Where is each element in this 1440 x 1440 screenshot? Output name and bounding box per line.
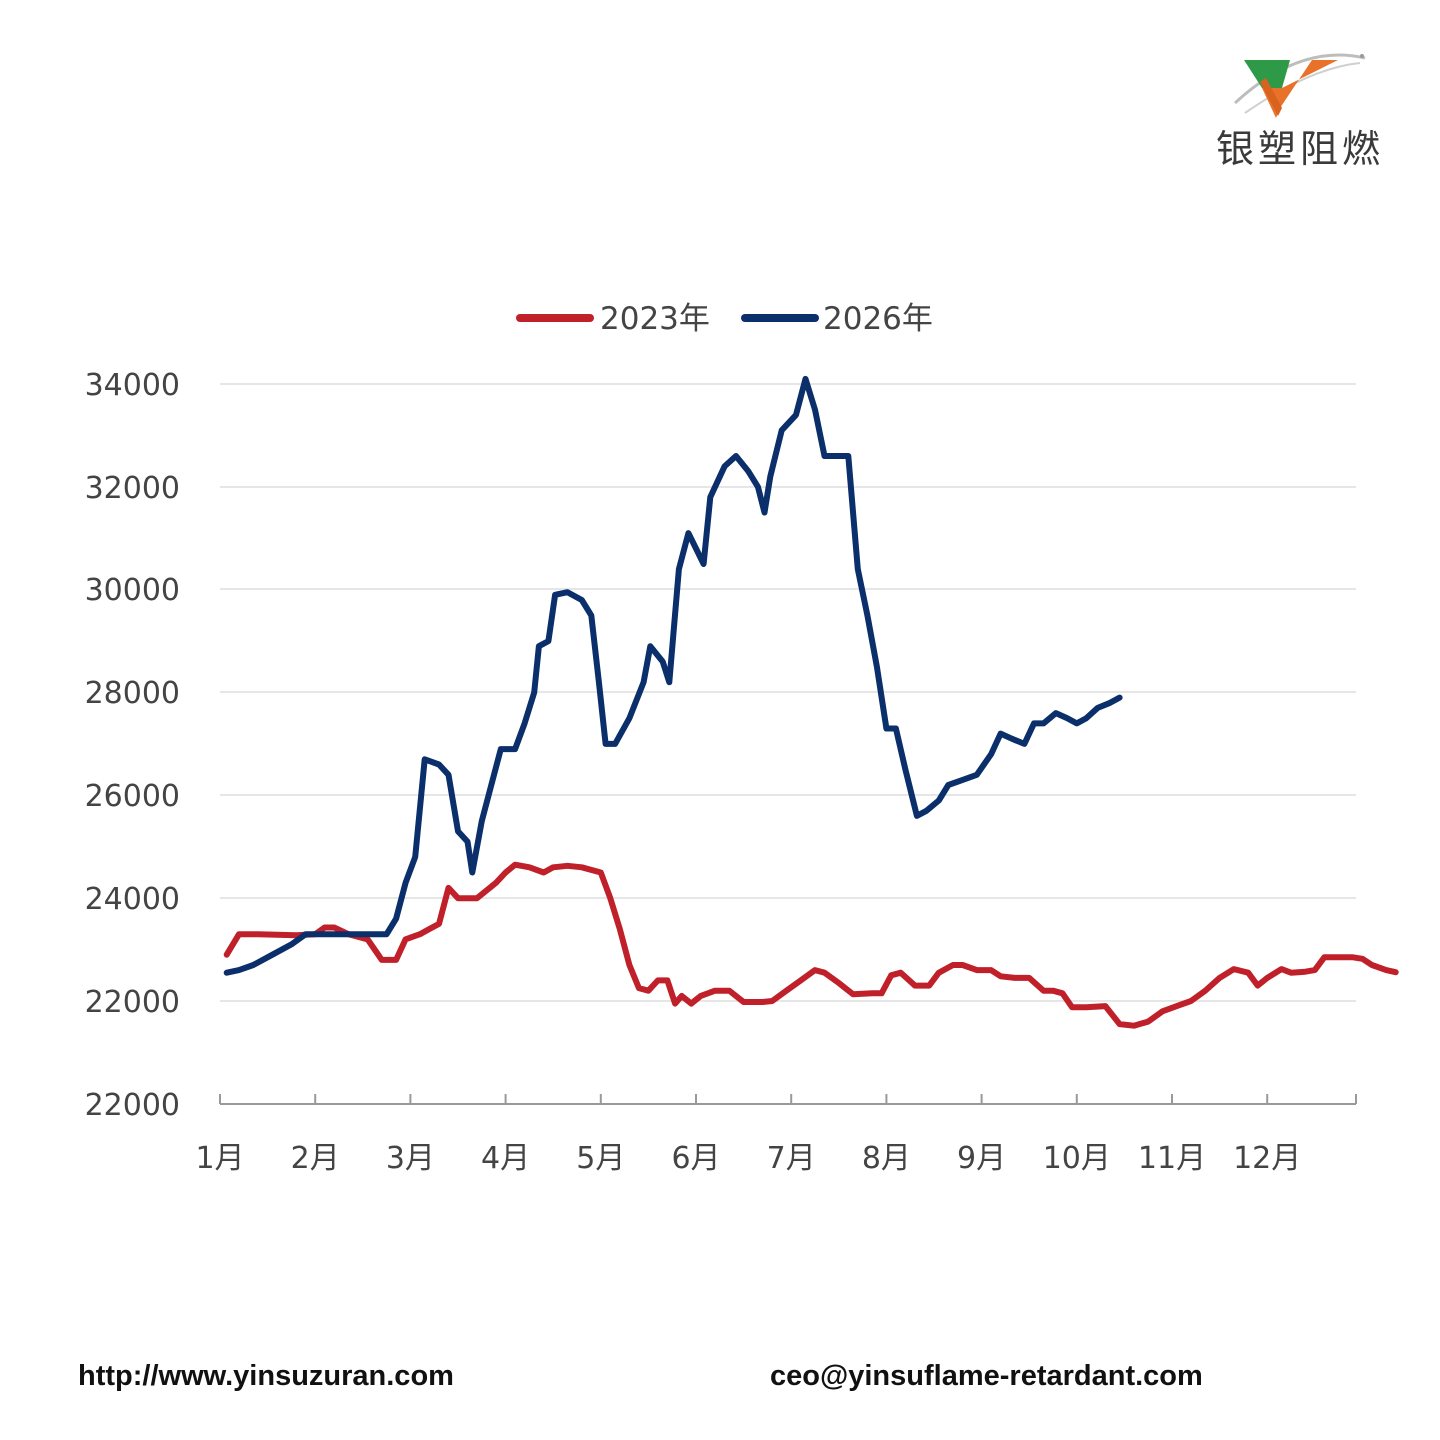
y-tick-label: 34000 [85,368,180,403]
series-line-1 [223,375,1123,976]
chart-lines [223,375,1399,1029]
x-axis: 1月 2月 3月 4月 5月 6月 7月 8月 9月 10月 11月 12月 [195,1094,1357,1176]
logo-mark-icon [1233,53,1366,118]
y-tick-label: 22000 [85,985,180,1020]
series-line-0 [223,861,1399,1029]
x-tick-label: 4月 [481,1141,530,1176]
y-tick-label: 32000 [85,471,180,506]
legend-label: 2023年 [600,301,710,337]
chart-legend: 2023年 2026年 [516,301,933,337]
x-tick-label: 2月 [291,1141,340,1176]
x-tick-label: 9月 [957,1141,1006,1176]
x-tick-label: 11月 [1138,1141,1206,1176]
y-tick-label: 28000 [85,676,180,711]
logo-text: 银塑阻燃 [1216,127,1385,171]
y-tick-label: 30000 [85,573,180,608]
y-tick-label: 22000 [85,1088,180,1123]
x-tick-label: 12月 [1233,1141,1301,1176]
footer-email-link[interactable]: ceo@yinsuflame-retardant.com [770,1360,1203,1392]
x-tick-label: 5月 [576,1141,625,1176]
x-tick-label: 6月 [671,1141,720,1176]
y-tick-label: 26000 [85,779,180,814]
legend-label: 2026年 [823,301,933,337]
x-tick-label: 8月 [862,1141,911,1176]
y-axis-ticks: 22000 22000 24000 26000 28000 30000 32000 34000 [85,368,180,1123]
x-tick-label: 7月 [767,1141,816,1176]
y-tick-label: 24000 [85,882,180,917]
footer-website-link[interactable]: http://www.yinsuzuran.com [78,1360,454,1392]
x-tick-label: 3月 [386,1141,435,1176]
x-tick-label: 10月 [1043,1141,1111,1176]
x-tick-label: 1月 [195,1141,244,1176]
chart-grid [220,383,1356,1002]
